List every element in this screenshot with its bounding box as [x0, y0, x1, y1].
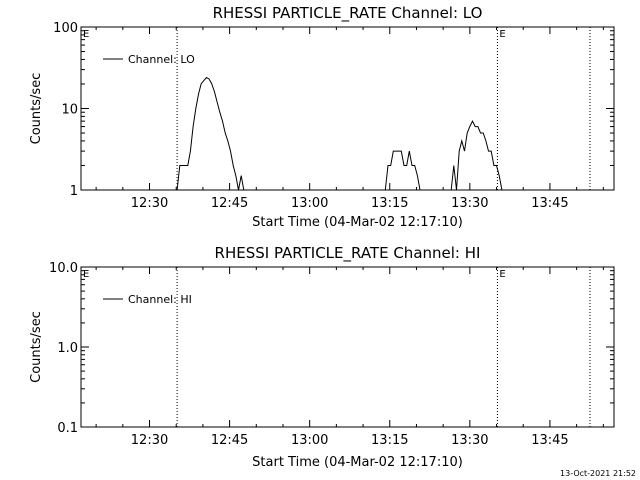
flag-label: E [499, 29, 505, 40]
x-axis-label: Start Time (04-Mar-02 12:17:10) [252, 215, 463, 230]
y-axis-label: Counts/sec [29, 73, 44, 145]
x-tick-label: 12:45 [211, 433, 248, 448]
flag-label: E [499, 269, 505, 280]
y-tick-label: 1.0 [57, 341, 78, 356]
x-tick-label: 13:30 [451, 433, 488, 448]
y-tick-label: 10 [61, 103, 78, 118]
x-tick-label: 13:45 [531, 196, 568, 211]
y-tick-label: 0.1 [57, 421, 78, 436]
y-tick-label: 10.0 [49, 261, 78, 276]
x-tick-label: 12:30 [131, 196, 168, 211]
y-tick-label: 1 [70, 184, 78, 199]
chart-title: RHESSI PARTICLE_RATE Channel: LO [213, 4, 483, 23]
flag-label: E [83, 269, 89, 280]
y-tick-label: 100 [53, 21, 78, 36]
x-tick-label: 13:15 [371, 196, 408, 211]
hi-channel-panel: RHESSI PARTICLE_RATE Channel: HI 12:30 12:… [29, 244, 615, 470]
chart-title: RHESSI PARTICLE_RATE Channel: HI [215, 244, 481, 263]
x-axis-label: Start Time (04-Mar-02 12:17:10) [252, 455, 463, 470]
x-tick-label: 13:45 [531, 433, 568, 448]
y-axis-label: Counts/sec [29, 311, 44, 383]
x-tick-label: 13:00 [291, 196, 328, 211]
timestamp-label: 13-Oct-2021 21:52 [560, 469, 636, 478]
flag-label: E [83, 29, 89, 40]
x-tick-label: 13:00 [291, 433, 328, 448]
lo-channel-panel: RHESSI PARTICLE_RATE Channel: LO 12:30 12:… [29, 4, 615, 230]
x-tick-label: 12:30 [131, 433, 168, 448]
legend-entry: Channel: LO [128, 53, 195, 66]
series-line-lo [176, 76, 534, 191]
plot-frame [80, 266, 615, 428]
x-tick-label: 13:30 [451, 196, 488, 211]
x-tick-label: 12:45 [211, 196, 248, 211]
plot-frame [80, 26, 615, 191]
x-tick-label: 13:15 [371, 433, 408, 448]
legend-entry: Channel: HI [128, 293, 192, 306]
